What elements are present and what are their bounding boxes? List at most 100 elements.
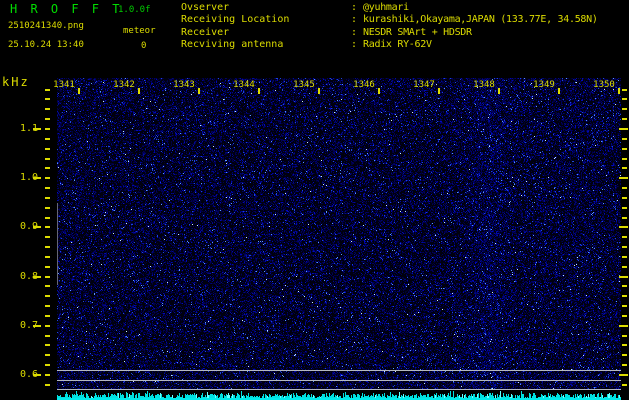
info-colon: : [351,14,364,26]
y-major-tick-left [33,177,41,180]
y-minor-tick-left [45,324,50,327]
y-tick-label: 0.8 [19,270,38,282]
reference-line [57,389,621,390]
x-tick-mark [78,88,80,94]
y-minor-tick-left [45,206,50,209]
x-tick-label: 1341 [53,80,75,90]
info-label: Ovserver [181,2,230,13]
y-minor-tick-left [45,98,50,101]
y-minor-tick-left [45,108,50,111]
y-minor-tick-left [45,265,50,268]
x-tick-label: 1345 [293,80,315,90]
y-axis-unit-label: kHz [2,75,30,89]
y-minor-tick-left [45,187,50,190]
y-minor-tick-right [622,226,627,229]
y-minor-tick-left [45,157,50,160]
info-row: Ovserver: @yuhmari [181,2,598,14]
x-tick-mark [318,88,320,94]
x-tick-mark [558,88,560,94]
info-label: Recviving antenna [181,39,284,51]
reference-line [57,370,621,371]
y-minor-tick-right [622,295,627,298]
y-minor-tick-left [45,216,50,219]
y-minor-tick-left [45,344,50,347]
y-minor-tick-right [622,374,627,376]
spectrogram-canvas [57,78,621,390]
app-version: 1.0.0f [118,5,151,15]
x-tick-label: 1344 [233,80,255,90]
y-minor-tick-left [45,354,50,357]
x-tick-label: 1342 [113,80,135,90]
x-tick-mark [618,88,620,94]
y-minor-tick-right [622,305,627,308]
info-value: NESDR SMArt + HDSDR [363,26,472,38]
info-row: Receiver: NESDR SMArt + HDSDR [181,27,598,39]
y-minor-tick-right [622,265,627,268]
y-tick-label: 1.0 [19,172,38,184]
y-minor-tick-right [622,108,627,111]
x-tick-label: 1350 [593,80,615,90]
reference-line [57,380,621,381]
meteor-count: 0 [141,41,147,51]
y-minor-tick-left [45,305,50,308]
y-minor-tick-right [622,137,627,140]
y-minor-tick-left [45,285,50,288]
y-minor-tick-left [45,226,50,229]
plot-left-border-segment [57,203,58,285]
y-tick-label: 1.1 [19,123,38,134]
mode-label: meteor [123,26,156,36]
y-major-tick-left [33,374,41,376]
y-minor-tick-left [45,246,50,249]
date-time: 25.10.24 13:40 [8,40,84,50]
y-major-tick-left [33,275,41,278]
y-minor-tick-right [622,255,627,258]
y-minor-tick-left [45,88,50,91]
y-minor-tick-right [622,167,627,170]
y-minor-tick-right [622,285,627,288]
x-tick-label: 1349 [533,80,555,90]
y-minor-tick-left [45,334,50,337]
y-minor-tick-right [622,187,627,190]
y-minor-tick-right [622,383,627,386]
y-minor-tick-right [622,364,627,367]
info-colon: : [351,39,364,51]
y-tick-label: 0.7 [19,319,38,331]
y-minor-tick-left [45,118,50,121]
y-minor-tick-right [622,275,627,278]
x-tick-label: 1346 [353,80,375,90]
x-tick-label: 1343 [173,80,195,90]
info-label: Receiver [181,26,230,38]
info-label: Receiving Location [181,14,290,26]
y-major-tick-left [33,226,41,229]
y-minor-tick-left [45,314,50,317]
info-value: kurashiki,Okayama,JAPAN (133.77E, 34.58N… [363,14,598,26]
x-tick-mark [138,88,140,94]
y-tick-label: 0.6 [19,369,38,380]
info-value: @yuhmari [363,2,409,13]
y-minor-tick-right [622,147,627,150]
y-minor-tick-left [45,364,50,367]
y-major-tick-left [33,324,41,327]
x-tick-label: 1348 [473,80,495,90]
y-minor-tick-left [45,275,50,278]
y-minor-tick-left [45,147,50,150]
app-title: H R O F F T [10,2,123,16]
y-tick-label: 0.9 [19,221,38,233]
y-minor-tick-right [622,236,627,239]
signal-level-strip-canvas [57,390,621,400]
x-tick-mark [258,88,260,94]
y-minor-tick-right [622,324,627,327]
y-minor-tick-left [45,177,50,180]
x-tick-mark [498,88,500,94]
y-major-tick-left [33,128,41,130]
y-minor-tick-left [45,196,50,199]
y-minor-tick-right [622,206,627,209]
y-minor-tick-right [622,216,627,219]
info-row: Recviving antenna: Radix RY-62V [181,39,598,51]
y-minor-tick-right [622,98,627,101]
y-minor-tick-right [622,128,627,130]
x-tick-mark [198,88,200,94]
y-minor-tick-right [622,118,627,121]
y-minor-tick-right [622,196,627,199]
